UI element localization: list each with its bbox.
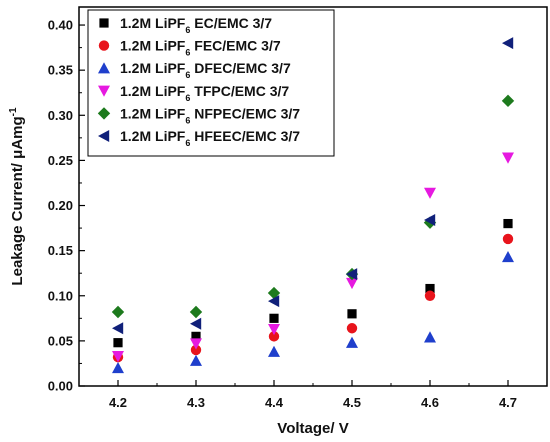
y-tick-label: 0.25 <box>48 153 73 168</box>
data-point <box>112 361 124 374</box>
data-point <box>425 283 435 294</box>
data-points <box>111 37 515 374</box>
x-axis-title: Voltage/ V <box>277 420 348 437</box>
y-tick-label: 0.35 <box>48 63 73 78</box>
data-point <box>111 305 125 319</box>
data-point <box>189 305 203 319</box>
data-point <box>268 331 280 342</box>
legend-marker <box>99 18 109 28</box>
data-point <box>502 233 514 245</box>
axis-tick-labels: 4.2 4.3 4.4 4.5 4.6 4.7 0.00 0.05 0.10 0.15 0.20 0.… <box>48 18 517 410</box>
legend-item: 1.2M LiPF6 NFPEC/EMC 3/7 <box>97 105 300 125</box>
legend-label: 1.2M LiPF6 DFEC/EMC 3/7 <box>120 60 291 80</box>
x-tick-label: 4.3 <box>187 395 205 410</box>
data-point <box>502 152 514 164</box>
x-tick-label: 4.2 <box>109 395 127 410</box>
data-point <box>502 250 514 263</box>
data-point <box>424 290 436 301</box>
y-tick-label: 0.40 <box>48 18 73 33</box>
data-point <box>268 323 280 336</box>
y-tick-label: 0.05 <box>48 333 73 348</box>
y-tick-label: 0.30 <box>48 108 73 123</box>
data-point <box>269 313 279 323</box>
legend-marker <box>98 40 110 51</box>
data-point <box>268 345 280 357</box>
data-point <box>112 351 124 363</box>
x-tick-label: 4.4 <box>265 395 284 410</box>
data-point <box>267 286 281 300</box>
legend-label: 1.2M LiPF6 HFEEC/EMC 3/7 <box>120 128 300 148</box>
legend-item: 1.2M LiPF6 HFEEC/EMC 3/7 <box>98 128 300 148</box>
series-3 <box>112 250 514 374</box>
data-point <box>424 331 436 343</box>
legend-box <box>87 9 335 157</box>
legend-item: 1.2M LiPF6 EC/EMC 3/7 <box>99 15 272 35</box>
x-tick-label: 4.5 <box>343 395 361 410</box>
legend-item: 1.2M LiPF6 TFPC/EMC 3/7 <box>98 83 289 103</box>
x-tick-label: 4.6 <box>421 395 439 410</box>
legend-marker <box>98 85 110 97</box>
legend-label: 1.2M LiPF6 FEC/EMC 3/7 <box>120 38 281 58</box>
series-1 <box>113 218 513 348</box>
data-point <box>190 344 202 356</box>
legend: 1.2M LiPF6 EC/EMC 3/7 1.2M LiPF6 FEC/EMC … <box>87 9 335 157</box>
legend-item: 1.2M LiPF6 FEC/EMC 3/7 <box>98 38 281 58</box>
legend-label: 1.2M LiPF6 NFPEC/EMC 3/7 <box>120 105 300 125</box>
data-point <box>346 277 358 290</box>
legend-marker <box>97 107 111 120</box>
legend-item: 1.2M LiPF6 DFEC/EMC 3/7 <box>98 60 291 80</box>
y-tick-label: 0.10 <box>48 288 73 303</box>
data-point <box>190 354 202 366</box>
data-point <box>503 218 513 229</box>
data-point <box>424 187 436 199</box>
data-point <box>112 322 124 335</box>
data-point <box>424 213 436 226</box>
series-6 <box>112 37 514 335</box>
data-point <box>501 94 515 108</box>
data-point <box>113 338 123 348</box>
legend-marker <box>98 130 110 142</box>
data-point <box>347 309 357 319</box>
data-point <box>190 317 202 330</box>
data-point <box>346 323 358 334</box>
x-tick-label: 4.7 <box>499 395 517 410</box>
y-tick-label: 0.15 <box>48 243 73 258</box>
data-point <box>268 295 280 308</box>
data-point <box>191 331 201 341</box>
data-point <box>502 37 514 50</box>
data-point <box>346 268 358 281</box>
y-tick-label: 0.20 <box>48 198 73 213</box>
y-axis-title: Leakage Current/ μAmg-1 <box>8 107 26 286</box>
legend-label: 1.2M LiPF6 TFPC/EMC 3/7 <box>120 83 289 103</box>
series-4 <box>112 152 514 363</box>
data-point <box>346 336 358 348</box>
legend-label: 1.2M LiPF6 EC/EMC 3/7 <box>120 15 272 35</box>
axis-ticks <box>79 24 509 387</box>
y-tick-label: 0.00 <box>48 379 73 394</box>
y-axis-title-sup: -1 <box>8 107 19 116</box>
data-point <box>190 338 202 350</box>
legend-marker <box>98 62 110 74</box>
y-axis-title-main: Leakage Current/ μAmg <box>9 116 26 285</box>
